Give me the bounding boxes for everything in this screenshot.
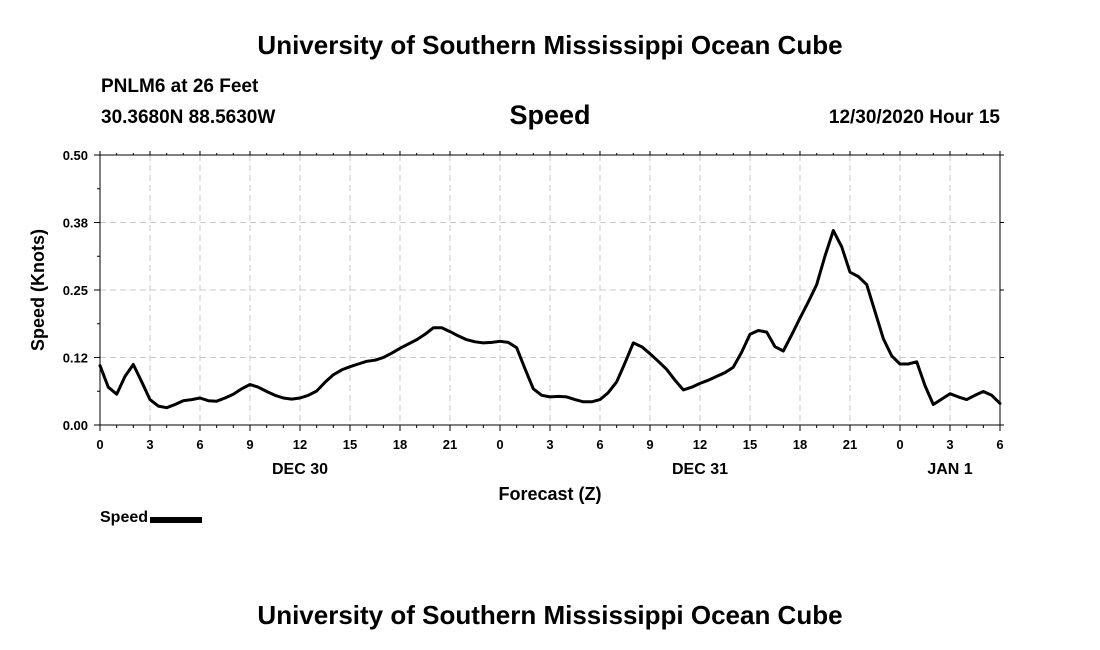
y-tick-label: 0.00 [63, 418, 88, 433]
x-tick-label: 0 [896, 437, 903, 452]
grid-lines [100, 155, 1000, 425]
chart-footer-title: University of Southern Mississippi Ocean… [257, 600, 843, 630]
x-tick-label: 3 [946, 437, 953, 452]
y-tick-label: 0.12 [63, 351, 88, 366]
y-axis-title: Speed (Knots) [28, 229, 48, 351]
x-tick-label: 6 [196, 437, 203, 452]
x-tick-label: 21 [443, 437, 457, 452]
legend: Speed [100, 509, 203, 527]
y-tick-label: 0.50 [63, 148, 88, 163]
x-tick-label: 6 [996, 437, 1003, 452]
x-tick-label: 3 [146, 437, 153, 452]
x-tick-label: 12 [293, 437, 307, 452]
series-line-speed [98, 229, 1002, 410]
x-tick-label: 0 [96, 437, 103, 452]
y-tick-label: 0.38 [63, 216, 88, 231]
x-tick-label: 12 [693, 437, 707, 452]
day-label: DEC 31 [672, 461, 728, 478]
axis-tick-labels: 0 3 6 9 12 15 18 21 0 3 6 9 12 15 18 21 0 3 6 0.00 0.12 0.25 0… [63, 148, 1004, 478]
chart-title: Speed [509, 100, 591, 130]
x-tick-label: 15 [743, 437, 757, 452]
legend-label: Speed [100, 509, 149, 526]
y-tick-label: 0.25 [63, 283, 88, 298]
x-tick-label: 3 [546, 437, 553, 452]
chart-header-title: University of Southern Mississippi Ocean… [257, 30, 843, 60]
axis-ticks [94, 151, 1004, 431]
timestamp-label: 12/30/2020 Hour 15 [828, 107, 1000, 128]
series-layer [98, 229, 1002, 410]
day-label: JAN 1 [927, 461, 972, 478]
x-tick-label: 18 [793, 437, 807, 452]
x-tick-label: 15 [343, 437, 357, 452]
x-tick-label: 0 [496, 437, 503, 452]
coordinates-label: 30.3680N 88.5630W [101, 107, 276, 128]
x-axis-title: Forecast (Z) [498, 484, 601, 504]
x-tick-label: 9 [646, 437, 653, 452]
x-tick-label: 6 [596, 437, 603, 452]
x-tick-label: 21 [843, 437, 857, 452]
station-label: PNLM6 at 26 Feet [101, 76, 259, 97]
day-label: DEC 30 [272, 461, 328, 478]
legend-swatch [150, 517, 203, 523]
x-tick-label: 9 [246, 437, 253, 452]
x-tick-label: 18 [393, 437, 407, 452]
